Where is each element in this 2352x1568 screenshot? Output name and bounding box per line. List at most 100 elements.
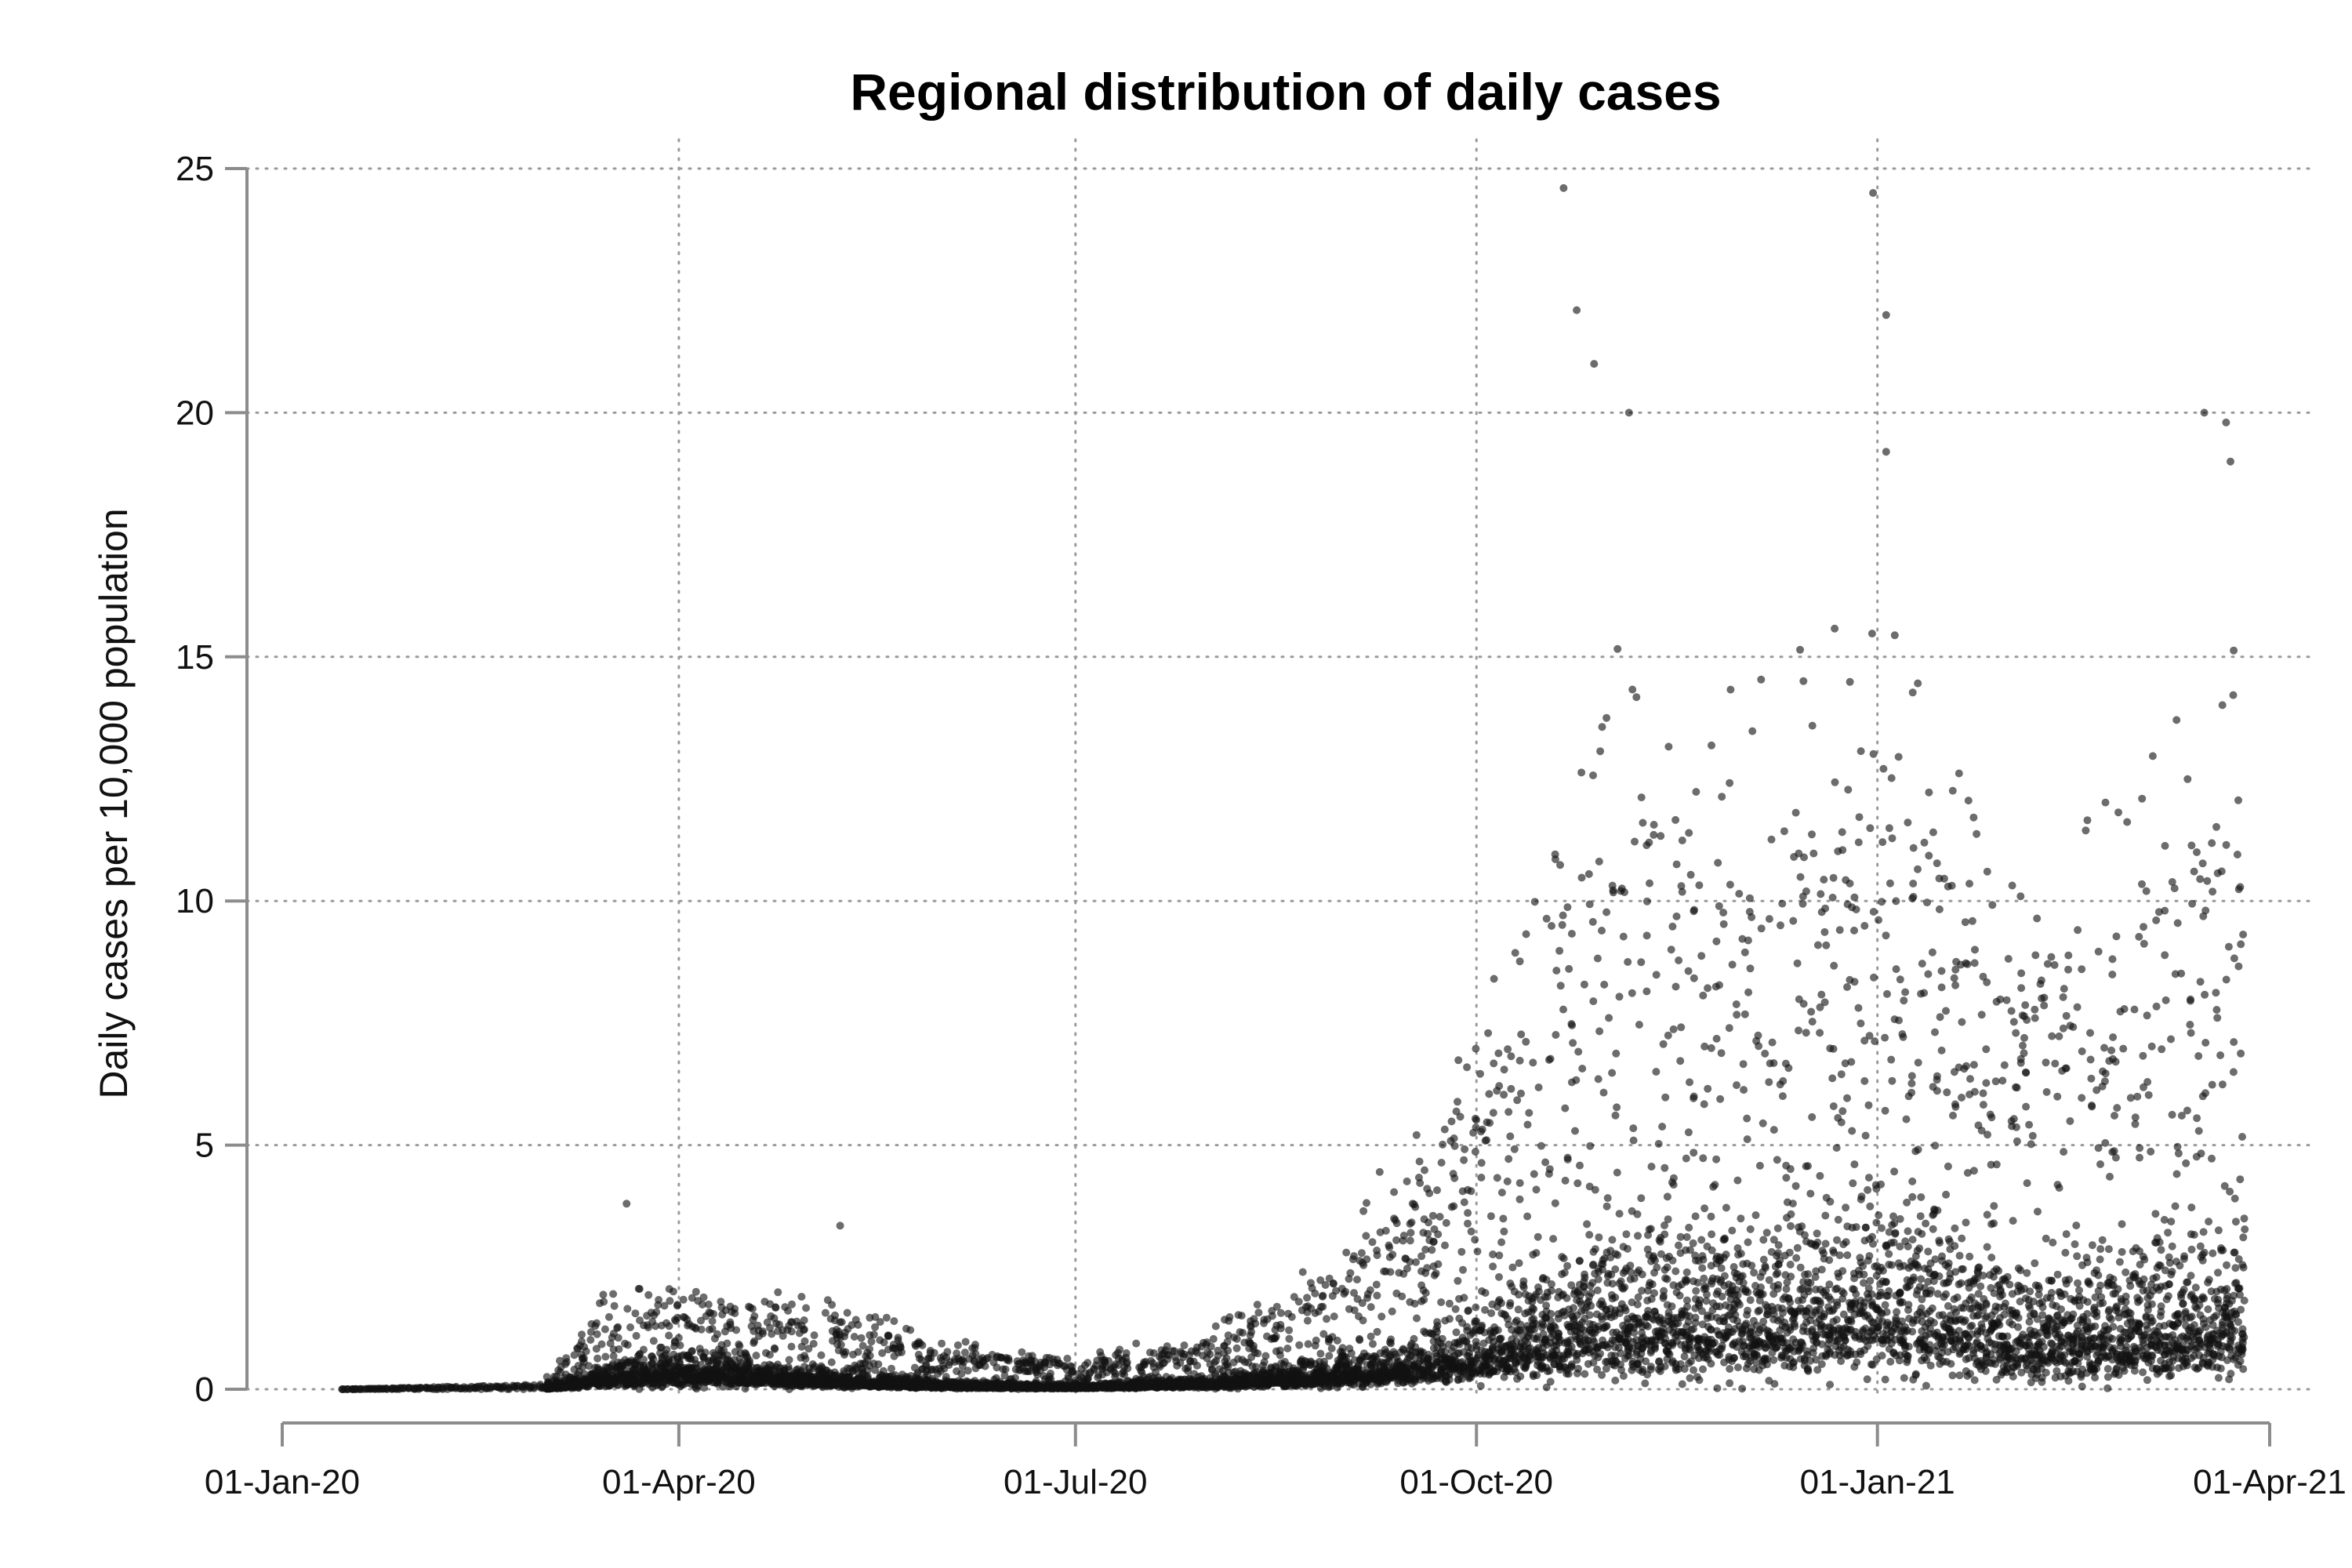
data-point [1494,1326,1502,1334]
data-point [1534,1232,1542,1241]
data-point [649,1337,658,1345]
data-point [1532,1185,1541,1194]
data-point [1441,1241,1449,1250]
data-point [1439,1140,1447,1149]
data-point [1519,1283,1528,1291]
data-point [652,1322,660,1330]
data-point [579,1354,588,1363]
data-point [1473,1247,1482,1256]
data-point [788,1300,796,1308]
y-axis-label: Daily cases per 10,000 population [92,508,136,1098]
data-point [1323,1315,1330,1323]
data-point [1563,1153,1572,1162]
data-point [1545,1367,1554,1375]
data-point [1459,1265,1467,1274]
data-point [1222,1354,1231,1363]
y-tick-label: 0 [195,1370,214,1409]
data-point [1471,1148,1479,1156]
data-point [600,1298,608,1306]
data-point [655,1296,663,1304]
data-point [1460,1198,1468,1207]
data-point [771,1303,780,1312]
data-point [1250,1315,1258,1323]
y-tick-label: 15 [176,638,214,677]
data-point [1366,1286,1374,1294]
data-point [1445,1315,1454,1323]
data-point [666,1297,674,1305]
data-point [697,1325,706,1334]
data-point [1303,1294,1312,1302]
data-point [1591,1245,1599,1254]
data-point [1484,1029,1493,1037]
data-point [577,1338,586,1346]
data-point [1542,1301,1551,1310]
data-point [1420,1295,1428,1304]
data-point [1558,1253,1566,1261]
data-point [1569,1039,1577,1047]
data-point [1436,1213,1444,1221]
data-point [593,1354,602,1363]
data-point [1250,1341,1258,1350]
data-point [683,1316,691,1324]
data-point [1232,1344,1241,1352]
data-point [1537,1142,1545,1150]
data-point [1368,1238,1377,1247]
data-point [1588,917,1597,926]
data-point [665,1331,673,1340]
data-point [894,1334,902,1342]
data-point [1211,1322,1220,1330]
chart-title: Regional distribution of daily cases [850,63,1721,121]
data-point [1466,1361,1475,1370]
data-point [1515,1195,1524,1203]
data-point [1287,1312,1296,1321]
data-point [1357,1249,1366,1258]
data-point [660,1301,669,1310]
data-point [579,1363,587,1371]
data-point [971,1341,979,1349]
data-point [1428,1211,1437,1220]
data-point [1546,1377,1555,1386]
data-point [561,1359,570,1368]
data-point [1555,946,1564,955]
data-point [1523,1212,1532,1221]
data-point [1367,1303,1375,1312]
data-point [1132,1339,1141,1348]
data-point [1294,1298,1303,1306]
data-point [1515,957,1524,966]
data-point [1495,1272,1503,1281]
data-point [1285,1326,1294,1334]
data-point [1270,1334,1279,1343]
data-point [585,1362,593,1370]
data-point [1321,1281,1330,1289]
data-point [1561,1104,1570,1112]
data-point [1560,1269,1569,1277]
data-point [1432,1269,1440,1278]
data-point [1589,771,1597,779]
data-point [1494,1049,1503,1058]
data-point [1318,1292,1327,1301]
data-point [1508,1263,1517,1272]
data-point [1373,1251,1381,1259]
data-point [1412,1258,1420,1266]
data-point [918,1341,927,1349]
data-point [1574,1047,1583,1056]
data-point [1369,1340,1377,1348]
data-point [717,1347,725,1356]
x-tick-label: 01-Apr-21 [2193,1463,2347,1501]
data-point [1254,1349,1262,1358]
data-point [1476,1381,1485,1390]
data-point [1523,1120,1532,1129]
data-point [1465,1306,1472,1315]
data-point [1083,1359,1092,1367]
data-point [1584,869,1593,878]
data-point [869,1330,878,1339]
data-point [876,1318,884,1327]
data-point [851,1316,860,1324]
data-point [676,1341,684,1349]
data-point [1304,1340,1312,1348]
data-point [1547,1287,1555,1295]
data-point [1504,1045,1512,1054]
data-point [1559,911,1567,920]
data-point [699,1352,708,1361]
data-point [787,1342,796,1351]
